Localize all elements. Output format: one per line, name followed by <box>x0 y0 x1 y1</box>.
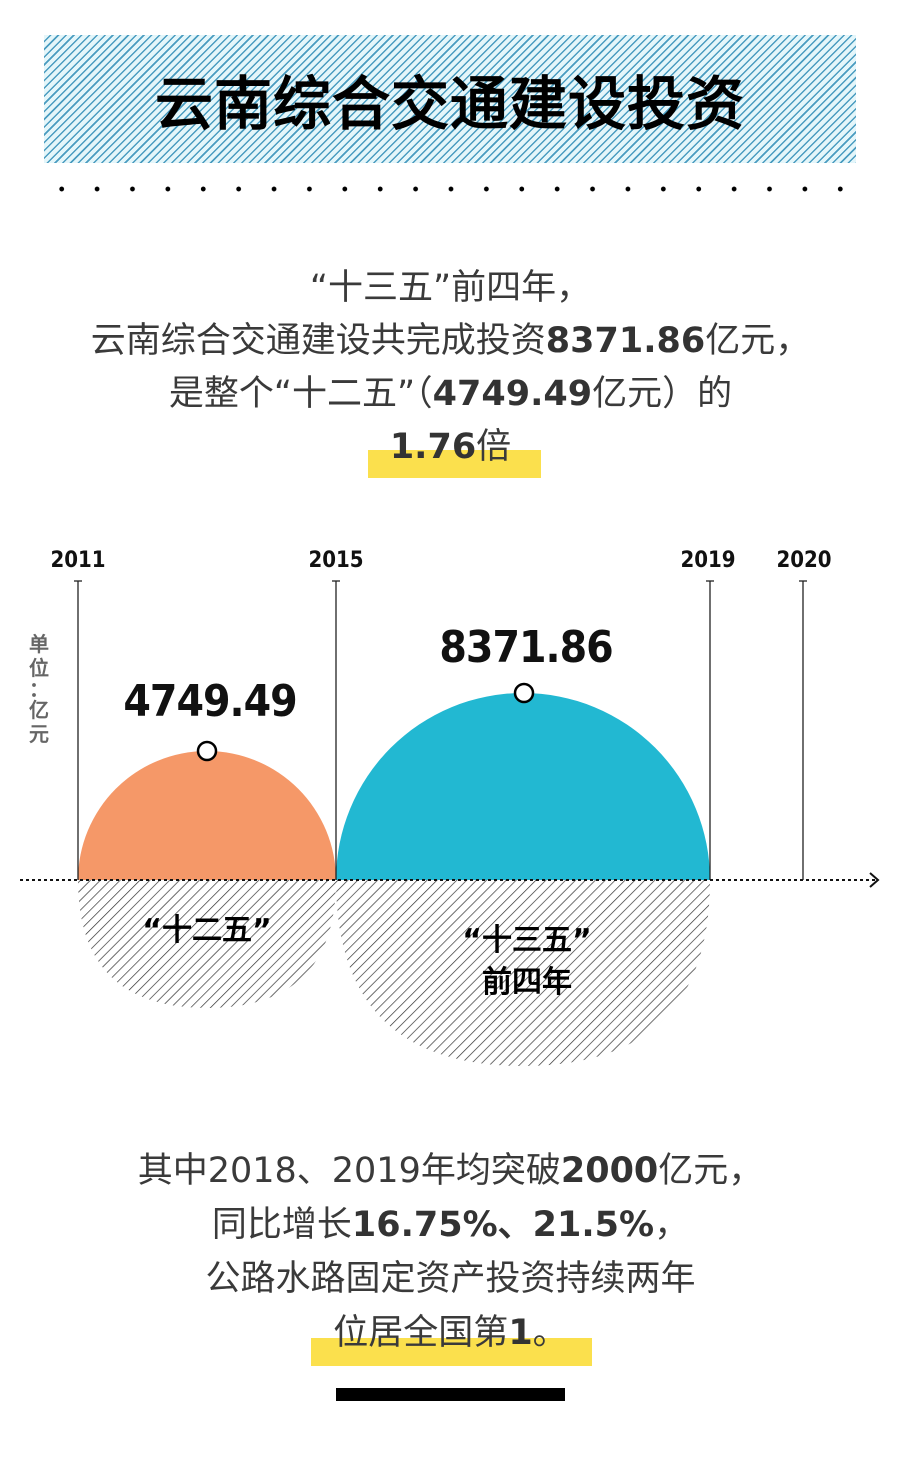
intro-line-2-suffix: 亿元， <box>705 321 811 361</box>
unit-char: 元 <box>29 722 49 746</box>
rank-text: 位居全国第1。 <box>333 1313 567 1353</box>
dotted-divider <box>44 186 858 192</box>
intro-line-3-suffix: 亿元）的 <box>592 374 733 414</box>
outro-line-3: 公路水路固定资产投资持续两年 <box>205 1259 696 1299</box>
outro-line-4: 位居全国第1。 <box>0 1306 901 1366</box>
total-investment-value: 8371.86 <box>545 321 706 361</box>
outro-line-1-prefix: 其中2018、2019年均突破 <box>137 1151 561 1191</box>
intro-line-3-prefix: 是整个“十二五”（ <box>168 374 433 414</box>
threshold-value: 2000 <box>560 1151 659 1191</box>
rank-prefix: 位居全国第 <box>333 1313 509 1353</box>
unit-char: 亿 <box>29 698 49 722</box>
intro-line-3: 是整个“十二五”（4749.49亿元）的 <box>0 368 901 421</box>
year-label-2020: 2020 <box>776 548 832 573</box>
hatch-shape-1 <box>78 880 336 1008</box>
period-label-2: “十三五” 前四年 <box>462 920 591 1004</box>
ratio-text: 1.76倍 <box>390 427 511 467</box>
rank-highlight: 位居全国第1。 <box>311 1306 592 1366</box>
growth-values: 16.75%、21.5% <box>351 1205 655 1245</box>
year-label-2015: 2015 <box>308 548 364 573</box>
outro-line-1-suffix: 亿元， <box>658 1151 764 1191</box>
intro-text: “十三五”前四年， 云南综合交通建设共完成投资8371.86亿元， 是整个“十二… <box>0 262 901 478</box>
chart-graphics <box>20 580 880 1066</box>
rank-value: 1 <box>508 1313 533 1353</box>
highlight-bar <box>367 450 542 478</box>
ratio-suffix: 倍 <box>476 427 512 467</box>
highlight-bar <box>311 1338 592 1366</box>
hatch-shape-2 <box>336 880 710 1066</box>
period-label-2-line-1: “十三五” <box>462 923 592 958</box>
ratio-highlight: 1.76倍 <box>367 421 542 478</box>
unit-char: 位 <box>29 656 49 680</box>
unit-char: 单 <box>29 632 49 656</box>
outro-line-2-suffix: ， <box>654 1205 690 1245</box>
period-label-1: “十二五” <box>142 910 271 952</box>
page-title: 云南综合交通建设投资 <box>154 70 745 138</box>
intro-line-2-prefix: 云南综合交通建设共完成投资 <box>90 321 546 361</box>
year-label-2011: 2011 <box>50 548 106 573</box>
previous-period-value: 4749.49 <box>432 374 593 414</box>
intro-line-1: “十三五”前四年， <box>309 268 592 308</box>
ratio-value: 1.76 <box>389 427 477 467</box>
end-divider-bar <box>336 1388 565 1401</box>
year-label-2019: 2019 <box>680 548 736 573</box>
unit-label: 单 位 ： 亿 元 <box>26 632 52 746</box>
rank-suffix: 。 <box>532 1313 568 1353</box>
outro-line-2: 同比增长16.75%、21.5%， <box>0 1198 901 1252</box>
title-banner: 云南综合交通建设投资 <box>44 35 856 163</box>
outro-text: 其中2018、2019年均突破2000亿元， 同比增长16.75%、21.5%，… <box>0 1144 901 1366</box>
bubble-blue <box>336 693 710 880</box>
unit-char: ： <box>29 677 49 701</box>
value-label-2: 8371.86 <box>439 622 613 673</box>
value-label-1: 4749.49 <box>123 676 297 727</box>
outro-line-2-prefix: 同比增长 <box>211 1205 352 1245</box>
period-label-2-line-2: 前四年 <box>482 965 572 1000</box>
investment-chart: 2011 2015 2019 2020 单 位 ： 亿 元 4749.49 83… <box>0 530 901 1090</box>
period-label-1-text: “十二五” <box>142 913 272 948</box>
bubble-orange <box>78 751 336 880</box>
outro-line-1: 其中2018、2019年均突破2000亿元， <box>0 1144 901 1198</box>
intro-line-2: 云南综合交通建设共完成投资8371.86亿元， <box>0 315 901 368</box>
intro-line-4: 1.76倍 <box>0 421 901 478</box>
